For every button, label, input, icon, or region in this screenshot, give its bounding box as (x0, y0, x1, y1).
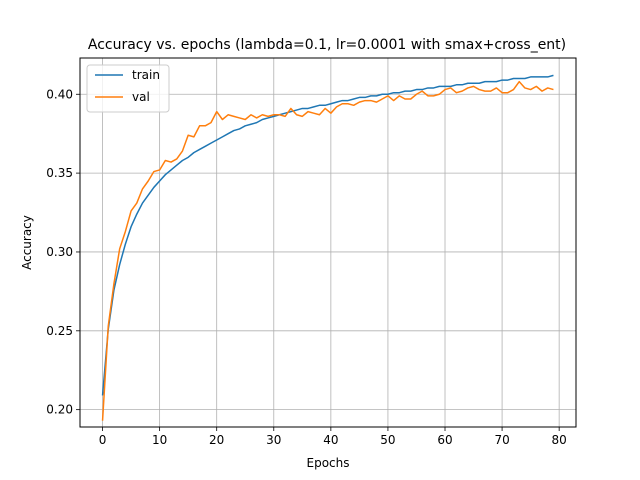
axis-ticks: 0 10 20 30 40 50 60 70 80 0.20 0.25 0.30 0.35 0.40 (46, 87, 567, 447)
y-tick-label: 0.40 (46, 87, 73, 101)
x-tick-label: 30 (266, 433, 281, 447)
y-tick-label: 0.20 (46, 403, 73, 417)
series-line-train (101, 74, 554, 396)
legend-box (86, 64, 170, 113)
chart-title: Accuracy vs. epochs (lambda=0.1, lr=0.00… (88, 37, 566, 53)
x-tick-label: 40 (323, 433, 338, 447)
y-tick-label: 0.25 (46, 324, 73, 338)
grid (80, 58, 576, 427)
plot-frame (79, 57, 577, 428)
x-tick-label: 50 (380, 433, 395, 447)
y-tick-label: 0.35 (46, 166, 73, 180)
x-tick-label: 70 (494, 433, 509, 447)
x-tick-label: 80 (552, 433, 567, 447)
y-tick-label: 0.30 (46, 245, 73, 259)
x-tick-label: 20 (209, 433, 224, 447)
legend: train val (86, 64, 170, 113)
x-tick-label: 0 (99, 433, 107, 447)
x-tick-label: 10 (152, 433, 167, 447)
legend-label-val: val (132, 90, 150, 104)
series-lines (101, 74, 554, 421)
x-axis-label: Epochs (307, 456, 350, 470)
x-tick-label: 60 (437, 433, 452, 447)
series-line-val (101, 80, 554, 421)
y-axis-label: Accuracy (20, 215, 34, 270)
legend-label-train: train (132, 68, 160, 82)
